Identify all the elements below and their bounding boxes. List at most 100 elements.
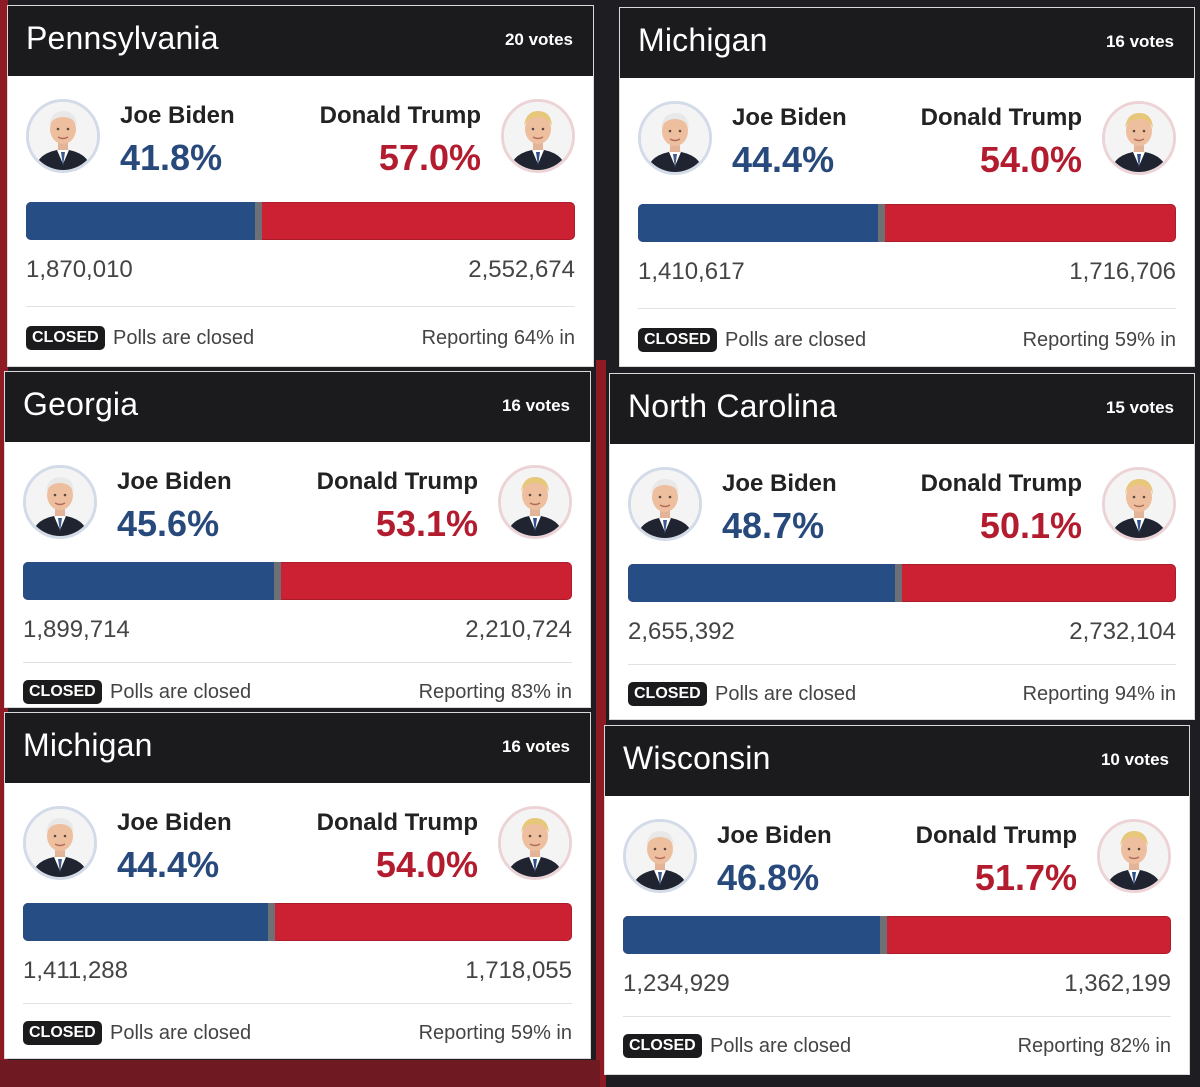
card-header: North Carolina 15 votes [610, 374, 1194, 444]
state-result-card: Pennsylvania 20 votes Joe Biden 41.8% Do… [8, 6, 593, 366]
dem-percentage: 48.7% [722, 505, 825, 546]
card-header: Pennsylvania 20 votes [8, 6, 593, 76]
polls-status: Polls are closed [110, 681, 252, 703]
trump-portrait-icon [1102, 101, 1176, 175]
closed-badge: CLOSED [628, 682, 707, 706]
dem-vote-count: 1,411,288 [23, 957, 128, 984]
trump-portrait-icon [1102, 467, 1176, 541]
reporting-status: Reporting 83% in [418, 681, 572, 703]
divider [623, 1016, 1171, 1017]
dem-candidate-name: Joe Biden [117, 809, 232, 836]
rep-vote-count: 2,552,674 [468, 256, 575, 283]
divider [23, 662, 572, 663]
dem-vote-count: 2,655,392 [628, 618, 735, 645]
state-name: Georgia [23, 386, 139, 422]
trump-portrait-icon [501, 99, 575, 173]
dem-vote-count: 1,234,929 [623, 970, 730, 997]
divider [638, 308, 1176, 309]
dem-share-fill [638, 204, 881, 242]
rep-percentage: 54.0% [979, 139, 1082, 180]
dem-share-fill [26, 202, 259, 240]
trump-portrait-icon [498, 806, 572, 880]
state-result-card: North Carolina 15 votes Joe Biden 48.7% … [610, 374, 1194, 719]
dem-share-fill [23, 562, 277, 600]
rep-vote-count: 2,732,104 [1069, 618, 1176, 645]
reporting-status: Reporting 64% in [421, 327, 575, 349]
dem-candidate-name: Joe Biden [722, 470, 837, 497]
dem-vote-count: 1,899,714 [23, 616, 130, 643]
rep-vote-count: 1,362,199 [1064, 970, 1171, 997]
background-strip [0, 1060, 600, 1087]
share-divider [267, 903, 275, 941]
rep-candidate-name: Donald Trump [920, 470, 1082, 497]
dem-candidate-name: Joe Biden [117, 468, 232, 495]
vote-share-bar [638, 204, 1176, 242]
state-result-card: Georgia 16 votes Joe Biden 45.6% Donald … [5, 372, 590, 707]
state-name: North Carolina [628, 388, 838, 424]
rep-candidate-name: Donald Trump [920, 104, 1082, 131]
share-divider [255, 202, 263, 240]
biden-portrait-icon [23, 806, 97, 880]
card-header: Georgia 16 votes [5, 372, 590, 442]
polls-status: Polls are closed [715, 683, 857, 705]
trump-portrait-icon [1097, 819, 1171, 893]
state-result-card: Michigan 16 votes Joe Biden 44.4% Donald… [5, 713, 590, 1058]
dem-percentage: 41.8% [120, 137, 223, 178]
dem-share-fill [623, 916, 884, 954]
closed-badge: CLOSED [23, 1021, 102, 1045]
rep-candidate-name: Donald Trump [316, 809, 478, 836]
rep-vote-count: 1,718,055 [465, 957, 572, 984]
biden-portrait-icon [623, 819, 697, 893]
dem-candidate-name: Joe Biden [732, 104, 847, 131]
rep-vote-count: 1,716,706 [1069, 258, 1176, 285]
dem-share-fill [23, 903, 271, 941]
closed-badge: CLOSED [26, 326, 105, 350]
state-name: Pennsylvania [26, 20, 219, 56]
state-name: Wisconsin [623, 740, 771, 776]
dem-vote-count: 1,870,010 [26, 256, 133, 283]
electoral-votes: 16 votes [1105, 32, 1174, 51]
card-header: Wisconsin 10 votes [605, 726, 1189, 796]
background-strip [0, 0, 8, 1087]
electoral-votes: 10 votes [1100, 750, 1169, 769]
card-header: Michigan 16 votes [5, 713, 590, 783]
dem-candidate-name: Joe Biden [717, 822, 832, 849]
rep-percentage: 51.7% [974, 857, 1077, 898]
electoral-votes: 15 votes [1105, 398, 1174, 417]
state-result-card: Wisconsin 10 votes Joe Biden 46.8% Donal… [605, 726, 1189, 1074]
dem-percentage: 46.8% [717, 857, 820, 898]
vote-share-bar [623, 916, 1171, 954]
reporting-status: Reporting 82% in [1017, 1035, 1171, 1057]
rep-percentage: 53.1% [375, 503, 478, 544]
dem-percentage: 44.4% [117, 844, 220, 885]
vote-share-bar [23, 903, 572, 941]
rep-candidate-name: Donald Trump [319, 102, 481, 129]
vote-share-bar [23, 562, 572, 600]
electoral-votes: 16 votes [501, 737, 570, 756]
closed-badge: CLOSED [623, 1034, 702, 1058]
rep-percentage: 54.0% [375, 844, 478, 885]
state-result-card: Michigan 16 votes Joe Biden 44.4% Donald… [620, 8, 1194, 366]
dem-share-fill [628, 564, 899, 602]
divider [26, 306, 575, 307]
vote-share-bar [628, 564, 1176, 602]
polls-status: Polls are closed [113, 327, 255, 349]
divider [23, 1003, 572, 1004]
reporting-status: Reporting 59% in [418, 1022, 572, 1044]
rep-vote-count: 2,210,724 [465, 616, 572, 643]
share-divider [895, 564, 903, 602]
rep-percentage: 50.1% [979, 505, 1082, 546]
rep-candidate-name: Donald Trump [316, 468, 478, 495]
dem-vote-count: 1,410,617 [638, 258, 745, 285]
rep-candidate-name: Donald Trump [915, 822, 1077, 849]
polls-status: Polls are closed [725, 329, 867, 351]
biden-portrait-icon [638, 101, 712, 175]
card-header: Michigan 16 votes [620, 8, 1194, 78]
divider [628, 664, 1176, 665]
rep-percentage: 57.0% [378, 137, 481, 178]
electoral-votes: 20 votes [504, 30, 573, 49]
dem-percentage: 44.4% [732, 139, 835, 180]
share-divider [273, 562, 281, 600]
dem-percentage: 45.6% [117, 503, 220, 544]
polls-status: Polls are closed [110, 1022, 252, 1044]
